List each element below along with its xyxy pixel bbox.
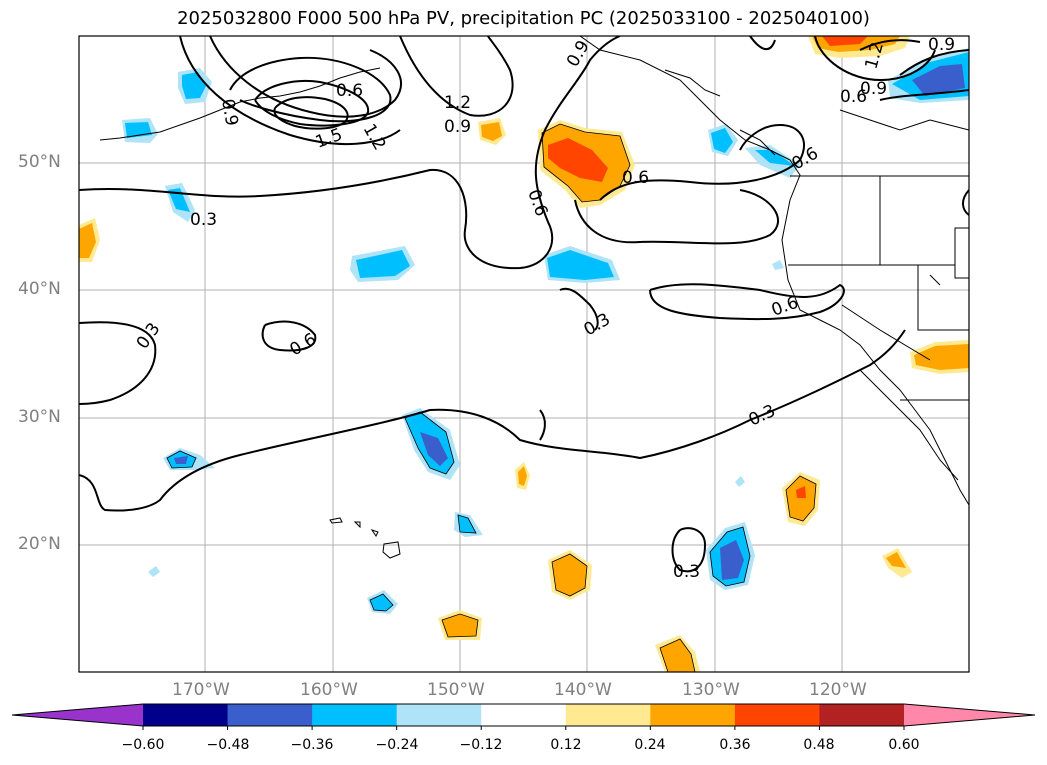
- plot-area: 0.9 0.6 1.5 1.2 1.2 0.9 0.9 0.6 0.6 0.3 …: [79, 35, 969, 672]
- colorbar-tick-label: −0.36: [290, 737, 334, 753]
- colorbar-tick-label: 0.60: [888, 737, 920, 753]
- contour-label: 1.2: [359, 121, 390, 154]
- colorbar-extend-low: [12, 704, 143, 726]
- colorbar-tick-label: −0.48: [206, 737, 250, 753]
- contour-label: 1.2: [444, 93, 471, 113]
- lon-label: 130°W: [682, 680, 740, 700]
- pv-contour-labels: 0.9 0.6 1.5 1.2 1.2 0.9 0.9 0.6 0.6 0.3 …: [133, 35, 955, 582]
- contour-label: 0.6: [622, 168, 649, 188]
- lat-label: 50°N: [18, 152, 61, 172]
- contour-label: 0.9: [860, 79, 887, 99]
- colorbar-extend-high: [904, 704, 1035, 726]
- colorbar-segment: [734, 704, 820, 726]
- contour-label: 0.3: [746, 401, 779, 431]
- plot-frame: [78, 35, 970, 673]
- colorbar-tick-label: 0.36: [719, 737, 751, 753]
- contour-label: 0.6: [523, 187, 551, 219]
- gridlines: [79, 36, 969, 672]
- lon-label: 160°W: [300, 680, 358, 700]
- colorbar-segment: [481, 704, 567, 726]
- colorbar-segment: [650, 704, 736, 726]
- lon-label: 140°W: [554, 680, 612, 700]
- colorbar-segment: [312, 704, 398, 726]
- pv-contours: [79, 36, 969, 573]
- colorbar-tick-label: −0.60: [121, 737, 165, 753]
- colorbar-tick-label: 0.48: [803, 737, 835, 753]
- precip-outlines: [166, 123, 817, 672]
- map-title: 2025032800 F000 500 hPa PV, precipitatio…: [177, 8, 870, 29]
- contour-label: 0.3: [581, 309, 614, 340]
- colorbar-segment: [227, 704, 313, 726]
- lat-label: 30°N: [18, 407, 61, 427]
- colorbar-tick-label: 0.24: [634, 737, 666, 753]
- contour-label: 0.3: [190, 210, 217, 230]
- contour-label: 0.3: [133, 319, 165, 353]
- coastlines: [99, 36, 969, 559]
- contour-label: 0.3: [673, 562, 700, 582]
- colorbar-segment: [819, 704, 905, 726]
- colorbar: [11, 703, 1036, 730]
- precip-positive-areas: [79, 36, 969, 672]
- lon-label: 150°W: [427, 680, 485, 700]
- lat-label: 40°N: [18, 279, 61, 299]
- colorbar-tick-label: −0.24: [375, 737, 419, 753]
- contour-label: 0.9: [928, 35, 955, 55]
- colorbar-segment: [565, 704, 651, 726]
- lon-label: 170°W: [172, 680, 230, 700]
- contour-label: 0.6: [840, 87, 867, 107]
- colorbar-segment: [143, 704, 229, 726]
- colorbar-tick-label: −0.12: [459, 737, 503, 753]
- colorbar-tick-label: 0.12: [550, 737, 582, 753]
- contour-label: 0.9: [217, 97, 241, 127]
- lon-label: 120°W: [809, 680, 867, 700]
- contour-label: 0.6: [336, 81, 363, 101]
- contour-label: 0.9: [444, 117, 471, 137]
- colorbar-segment: [396, 704, 482, 726]
- lat-label: 20°N: [18, 534, 61, 554]
